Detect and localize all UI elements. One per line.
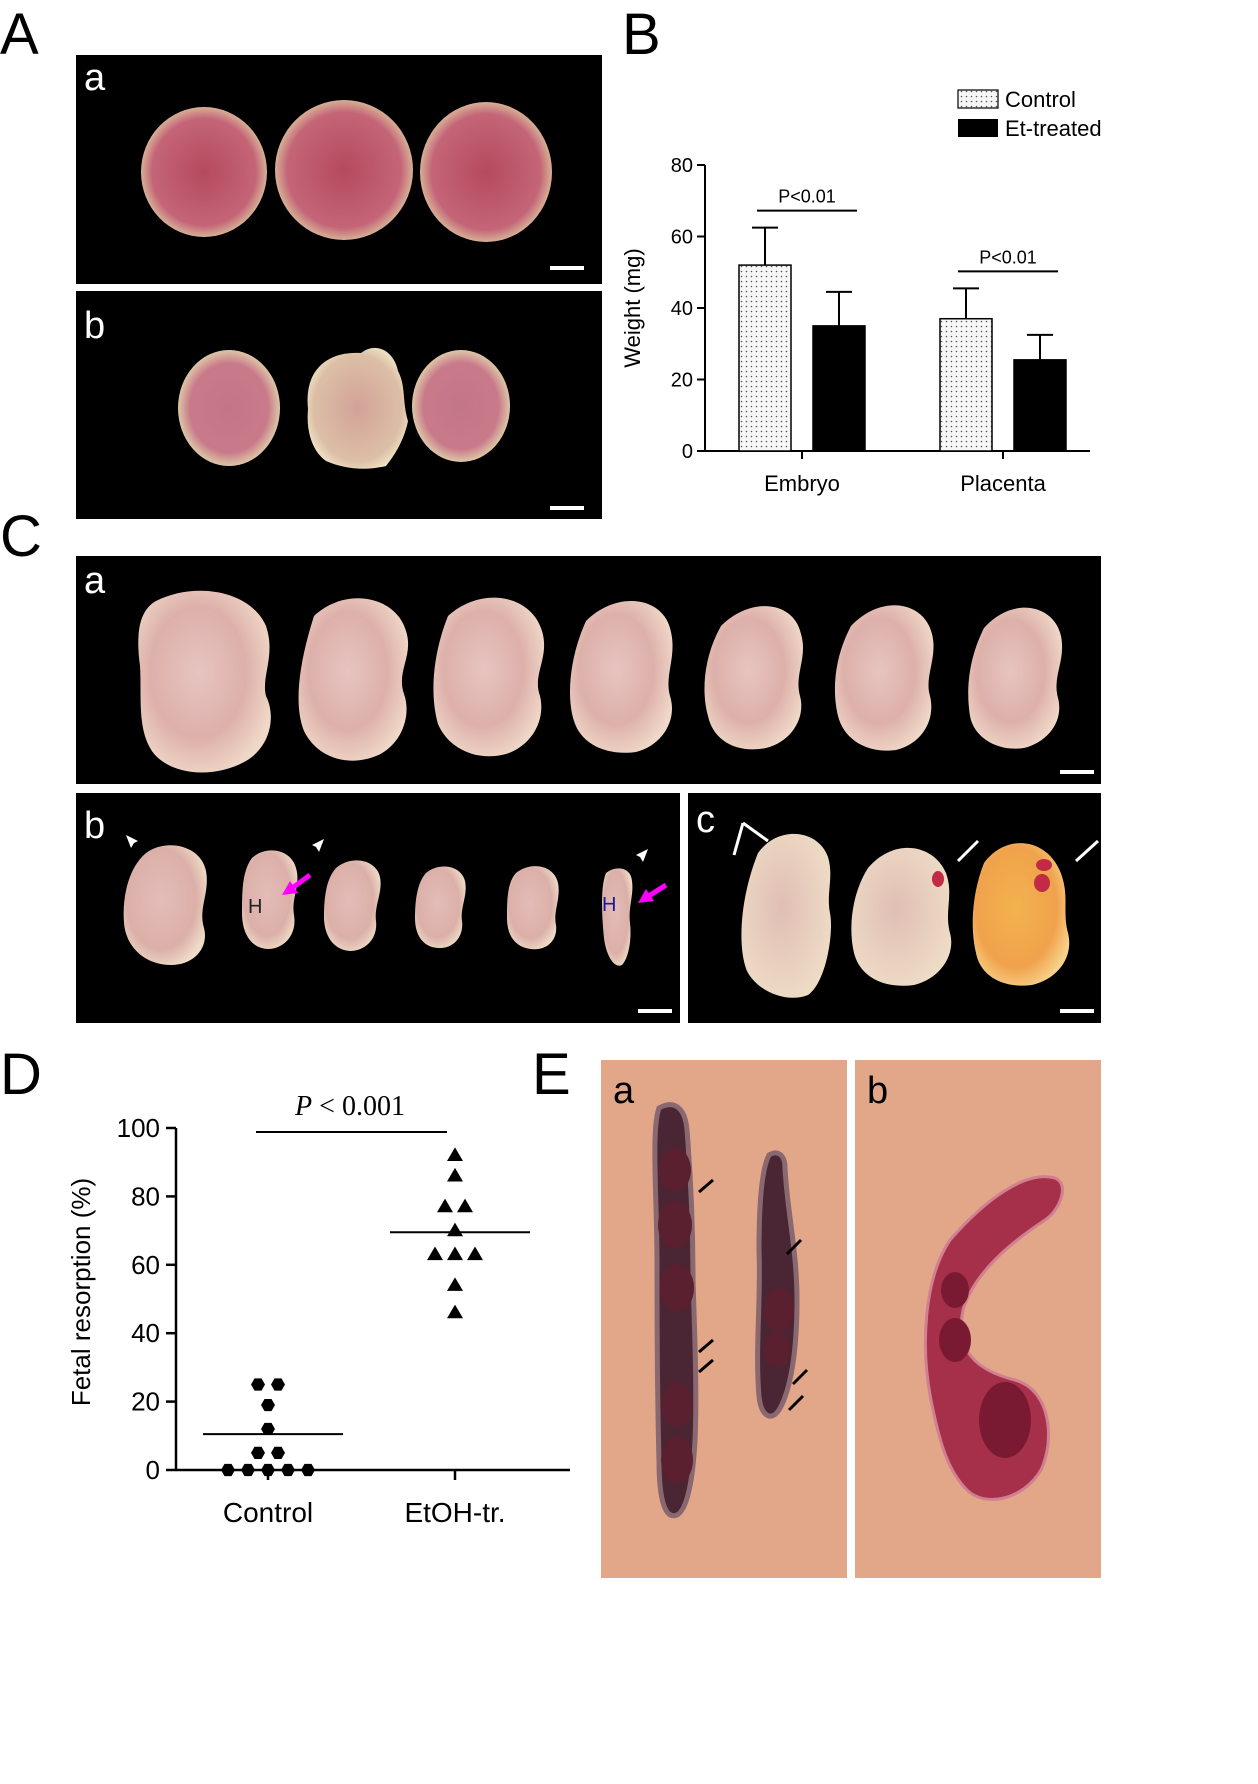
x-tick-label: Placenta [960,471,1046,496]
data-point-etoh [447,1246,463,1261]
data-point-control [271,1446,285,1459]
chart-legend: Control Et-treated [957,87,1102,141]
y-tick-label: 20 [131,1387,160,1417]
panel-c-sub-a: a [84,560,106,602]
embryos-control [138,590,1063,773]
data-point-etoh [437,1198,453,1213]
scale-bar [1060,770,1094,774]
uterine-horns [652,1102,809,1519]
y-axis-label: Weight (mg) [620,248,645,367]
panel-e-sub-b: b [867,1070,889,1112]
data-point-etoh [467,1246,483,1261]
significance-label: P<0.01 [778,187,836,207]
placenta-control-photo: a [76,55,602,284]
heart-label: H [602,894,616,916]
y-tick-label: 40 [671,298,693,320]
panel-a-letter: A [0,2,39,67]
data-point-control [241,1463,255,1477]
uterus-treated-photo: b [855,1060,1101,1578]
legend-swatch-et-treated [958,119,998,137]
scale-bar [550,266,584,270]
panel-e-sub-a: a [613,1070,635,1112]
embryos-treated-photo: b H H [76,793,680,1023]
placenta-treated-photo: b [76,291,602,519]
panel-a-sub-a: a [84,57,106,99]
data-point-control [251,1446,265,1459]
y-tick-label: 40 [131,1318,160,1348]
x-tick-label: Embryo [764,471,840,496]
scale-bar [638,1009,672,1013]
bar-et-treated [812,325,866,452]
embryos-control-photo: a [76,556,1101,784]
x-tick-label: Control [223,1497,313,1528]
panel-c-letter: C [0,504,42,569]
data-point-control [251,1378,265,1391]
embryos-treated: H H [123,835,668,966]
data-point-control [301,1463,315,1477]
scale-bar [1060,1009,1094,1013]
data-point-control [261,1463,275,1477]
scale-bar [550,506,584,510]
data-point-control [281,1463,295,1477]
legend-label-control: Control [1005,87,1076,112]
y-tick-label: 20 [671,370,693,392]
y-tick-label: 80 [671,155,693,177]
y-tick-label: 100 [117,1113,160,1143]
data-point-etoh [447,1167,463,1182]
data-point-etoh [457,1198,473,1213]
data-point-control [271,1378,285,1391]
placenta-discs-control [141,100,552,242]
panel-c-sub-c: c [696,799,715,841]
data-point-etoh [427,1246,443,1261]
panel-b-letter: B [622,2,661,67]
panel-a-sub-b: b [84,305,106,347]
uterus-control-photo: a [601,1060,847,1578]
fetal-resorption-scatter: Fetal resorption (%) P < 0.001 0 20 40 60 80… [66,1091,570,1528]
x-tick-label: EtOH-tr. [404,1497,505,1528]
weight-bar-chart: Control Et-treated Weight (mg) 0 20 40 60 80… [620,87,1102,496]
y-tick-label: 60 [131,1250,160,1280]
bar-control [738,264,792,452]
legend-swatch-control [957,89,999,109]
y-tick-label: 0 [146,1455,160,1485]
p-value-annotation: P < 0.001 [294,1091,405,1122]
legend-label-et-treated: Et-treated [1005,116,1102,141]
heart-label: H [248,896,262,918]
data-point-control [221,1463,235,1477]
embryos-hemorrhage [732,821,1100,998]
y-axis-label: Fetal resorption (%) [66,1178,96,1406]
significance-label: P<0.01 [979,247,1037,267]
data-point-etoh [447,1304,463,1319]
y-tick-label: 60 [671,227,693,249]
bar-et-treated [1013,359,1067,452]
uterine-horn-enlarged [923,1175,1064,1501]
data-point-etoh [447,1147,463,1161]
panel-d-letter: D [0,1042,42,1107]
panel-c-sub-b: b [84,805,106,847]
data-point-etoh [447,1222,463,1237]
placenta-discs-treated [178,347,510,469]
y-tick-label: 0 [682,441,693,463]
y-tick-label: 80 [131,1181,160,1211]
data-point-control [261,1399,275,1412]
embryos-hemorrhage-photo: c [688,793,1101,1023]
bar-control [939,317,993,452]
panel-e-letter: E [532,1042,571,1107]
data-point-control [261,1422,275,1435]
data-point-etoh [447,1277,463,1291]
